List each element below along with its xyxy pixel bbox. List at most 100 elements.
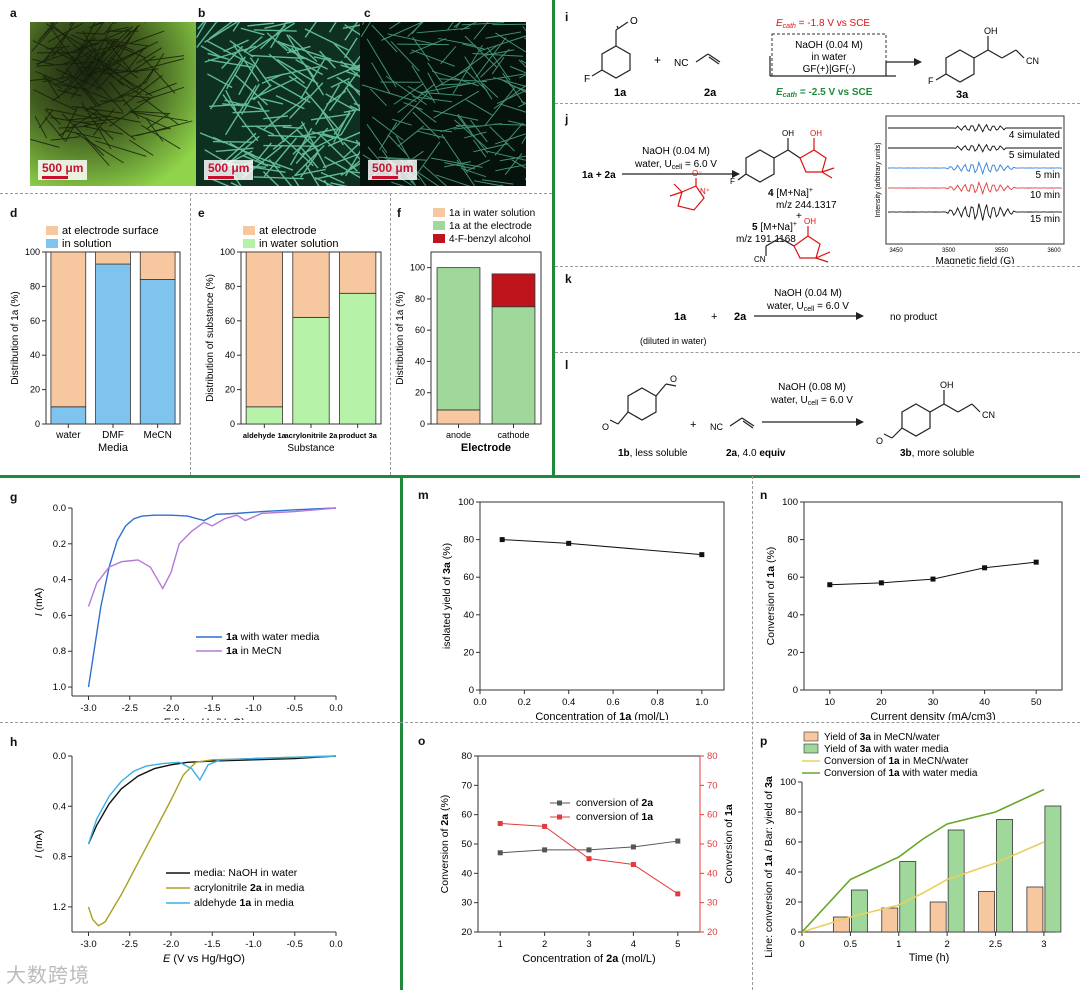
scheme-i-plus: +	[654, 53, 661, 67]
fiber	[90, 112, 141, 123]
y-tick-label: 80	[463, 535, 474, 546]
legend-marker	[557, 800, 562, 806]
fiber	[431, 157, 483, 168]
scheme-j-plus: +	[796, 211, 802, 222]
fiber	[320, 171, 345, 184]
fiber	[481, 82, 499, 98]
fiber	[491, 56, 505, 75]
product-3b-structure	[883, 390, 981, 439]
fiber	[499, 155, 526, 162]
adduct-4-structure	[737, 138, 801, 183]
fiber	[96, 22, 105, 26]
fiber	[351, 55, 360, 68]
fiber	[267, 134, 317, 138]
fiber	[446, 22, 455, 31]
scheme-l: O O + NC NaOH (0.08 M) water, Ucell = 6.…	[602, 374, 995, 459]
epr-x-label: Magnetic field (G)	[936, 256, 1015, 264]
data-point	[1033, 559, 1039, 565]
legend-swatch	[243, 226, 255, 235]
fiber	[456, 115, 489, 154]
bar-yield-water	[899, 861, 917, 933]
y-tick-label: 80	[225, 281, 235, 291]
fiber	[232, 44, 260, 82]
fiber	[473, 22, 489, 40]
scheme-i-cond-top: Ecath = -1.8 V vs SCE	[776, 18, 870, 30]
panel-label-a: a	[10, 6, 17, 20]
fiber	[55, 68, 102, 90]
fiber	[403, 102, 423, 111]
chart-d: 0 20 40 60 80 100 water DMF MeCN Media Distributio…	[10, 225, 181, 454]
divider-photos	[0, 193, 552, 194]
legend-label: aldehyde 1a in media	[194, 897, 294, 909]
fiber	[427, 62, 444, 86]
adduct5-cn-text: CN	[754, 255, 766, 264]
scheme-l-prod: 3b, more soluble	[900, 448, 975, 459]
y-tick-label: 0	[230, 419, 235, 429]
fiber	[325, 93, 356, 112]
bar-in-solution	[50, 406, 87, 425]
fiber	[204, 45, 256, 63]
fiber	[259, 24, 286, 50]
fiber	[522, 26, 526, 32]
fiber	[67, 115, 109, 121]
chart-g: -3.0 -2.5 -2.0 -1.5 -1.0 -0.5 0.0 0.0 0.2 0.4 0.6 0…	[33, 503, 343, 720]
fiber	[360, 22, 372, 38]
legend-swatch	[243, 239, 255, 248]
divider-ij	[555, 103, 1080, 104]
y-tick-label: 40	[30, 350, 40, 360]
legend-label: conversion of 1a	[576, 811, 653, 823]
fiber	[108, 68, 153, 97]
fiber	[299, 128, 337, 138]
fiber	[222, 94, 259, 142]
y2-tick-label: 70	[707, 780, 718, 791]
scheme-l-base: NaOH (0.08 M)	[778, 382, 846, 393]
fiber	[247, 22, 275, 27]
fiber	[262, 98, 284, 105]
fiber	[103, 22, 115, 35]
x-tick-label: -3.0	[80, 939, 96, 950]
y-tick-label: 1.2	[53, 902, 66, 913]
acrylonitrile-2a-l-structure	[729, 417, 755, 429]
divider-gh	[0, 722, 400, 723]
bar-at-electrode	[339, 251, 377, 294]
y2-tick-label: 30	[707, 898, 718, 909]
fiber	[89, 22, 103, 29]
epr-trace	[887, 180, 1063, 196]
y-tick-label: 100	[220, 247, 235, 257]
fiber	[140, 124, 181, 150]
fiber	[250, 54, 308, 60]
fiber	[129, 110, 171, 115]
epr-x-tick-label: 3500	[942, 248, 956, 254]
fiber	[470, 119, 488, 143]
series-line	[87, 507, 337, 688]
fiber	[68, 47, 97, 84]
epr-trace	[887, 203, 1063, 221]
x-tick-label: 30	[928, 697, 939, 708]
fiber	[441, 134, 469, 173]
fiber	[30, 138, 60, 148]
scheme-j-arrow-head	[732, 170, 740, 178]
y2-tick-label: 50	[707, 839, 718, 850]
data-point	[542, 823, 548, 829]
fiber	[144, 55, 185, 62]
panel-label-l: l	[565, 358, 569, 372]
product-3a-structure	[935, 36, 1025, 83]
x-tick-label: acrylonitrile 2a	[285, 431, 339, 440]
fiber	[250, 77, 298, 100]
fiber	[253, 29, 297, 32]
adduct-oh-text: OH	[782, 129, 794, 138]
fiber	[82, 30, 105, 68]
fiber	[89, 74, 124, 113]
epr-trace	[888, 123, 1062, 133]
panel-label-b: b	[198, 6, 206, 20]
fiber	[207, 52, 229, 61]
bar-yield-mecn	[929, 901, 947, 933]
y-tick-label: 60	[463, 572, 474, 583]
y-tick-label: 0.0	[53, 751, 66, 762]
fiber	[460, 22, 478, 31]
fiber	[50, 117, 94, 125]
scheme-i-cond-bot: Ecath = -2.5 V vs SCE	[776, 87, 873, 99]
panel-label-f: f	[397, 206, 401, 220]
aldehyde-f-text: F	[584, 74, 590, 85]
fiber	[145, 82, 177, 96]
